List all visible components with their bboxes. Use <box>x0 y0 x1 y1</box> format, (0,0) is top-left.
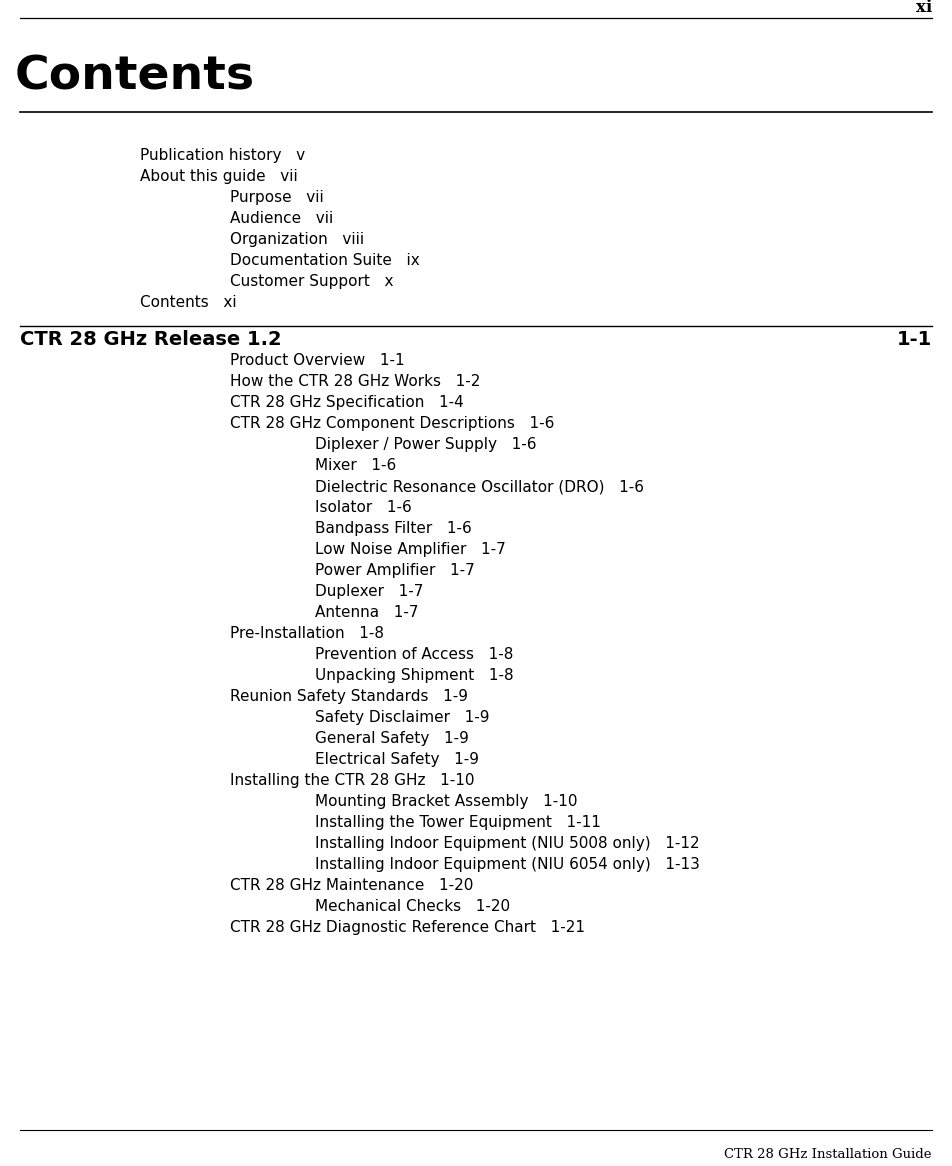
Text: Prevention of Access   1-8: Prevention of Access 1-8 <box>315 647 513 662</box>
Text: CTR 28 GHz Installation Guide: CTR 28 GHz Installation Guide <box>724 1149 932 1161</box>
Text: Customer Support   x: Customer Support x <box>230 274 393 289</box>
Text: Unpacking Shipment   1-8: Unpacking Shipment 1-8 <box>315 668 514 683</box>
Text: Organization   viii: Organization viii <box>230 232 364 247</box>
Text: Contents   xi: Contents xi <box>140 295 237 310</box>
Text: Documentation Suite   ix: Documentation Suite ix <box>230 253 420 268</box>
Text: Mounting Bracket Assembly   1-10: Mounting Bracket Assembly 1-10 <box>315 794 578 809</box>
Text: CTR 28 GHz Diagnostic Reference Chart   1-21: CTR 28 GHz Diagnostic Reference Chart 1-… <box>230 920 585 935</box>
Text: Low Noise Amplifier   1-7: Low Noise Amplifier 1-7 <box>315 542 506 557</box>
Text: Isolator   1-6: Isolator 1-6 <box>315 500 412 515</box>
Text: General Safety   1-9: General Safety 1-9 <box>315 731 469 746</box>
Text: Bandpass Filter   1-6: Bandpass Filter 1-6 <box>315 521 472 536</box>
Text: Installing Indoor Equipment (NIU 5008 only)   1-12: Installing Indoor Equipment (NIU 5008 on… <box>315 836 700 851</box>
Text: Electrical Safety   1-9: Electrical Safety 1-9 <box>315 752 479 767</box>
Text: Installing the Tower Equipment   1-11: Installing the Tower Equipment 1-11 <box>315 815 601 830</box>
Text: Publication history   v: Publication history v <box>140 148 306 163</box>
Text: How the CTR 28 GHz Works   1-2: How the CTR 28 GHz Works 1-2 <box>230 374 481 389</box>
Text: Mixer   1-6: Mixer 1-6 <box>315 458 396 473</box>
Text: Pre-Installation   1-8: Pre-Installation 1-8 <box>230 626 384 641</box>
Text: Diplexer / Power Supply   1-6: Diplexer / Power Supply 1-6 <box>315 437 537 452</box>
Text: Reunion Safety Standards   1-9: Reunion Safety Standards 1-9 <box>230 689 468 704</box>
Text: CTR 28 GHz Maintenance   1-20: CTR 28 GHz Maintenance 1-20 <box>230 878 473 893</box>
Text: xi: xi <box>916 0 932 16</box>
Text: CTR 28 GHz Component Descriptions   1-6: CTR 28 GHz Component Descriptions 1-6 <box>230 416 554 431</box>
Text: Product Overview   1-1: Product Overview 1-1 <box>230 353 405 368</box>
Text: Mechanical Checks   1-20: Mechanical Checks 1-20 <box>315 899 510 914</box>
Text: Audience   vii: Audience vii <box>230 211 333 226</box>
Text: CTR 28 GHz Release 1.2: CTR 28 GHz Release 1.2 <box>20 330 282 349</box>
Text: About this guide   vii: About this guide vii <box>140 169 298 184</box>
Text: 1-1: 1-1 <box>897 330 932 349</box>
Text: Installing Indoor Equipment (NIU 6054 only)   1-13: Installing Indoor Equipment (NIU 6054 on… <box>315 857 700 872</box>
Text: Purpose   vii: Purpose vii <box>230 190 324 205</box>
Text: Duplexer   1-7: Duplexer 1-7 <box>315 584 424 599</box>
Text: Installing the CTR 28 GHz   1-10: Installing the CTR 28 GHz 1-10 <box>230 773 474 788</box>
Text: Dielectric Resonance Oscillator (DRO)   1-6: Dielectric Resonance Oscillator (DRO) 1-… <box>315 479 644 494</box>
Text: Antenna   1-7: Antenna 1-7 <box>315 605 419 620</box>
Text: CTR 28 GHz Specification   1-4: CTR 28 GHz Specification 1-4 <box>230 395 464 410</box>
Text: Safety Disclaimer   1-9: Safety Disclaimer 1-9 <box>315 710 489 725</box>
Text: Power Amplifier   1-7: Power Amplifier 1-7 <box>315 563 475 578</box>
Text: Contents: Contents <box>15 55 255 100</box>
